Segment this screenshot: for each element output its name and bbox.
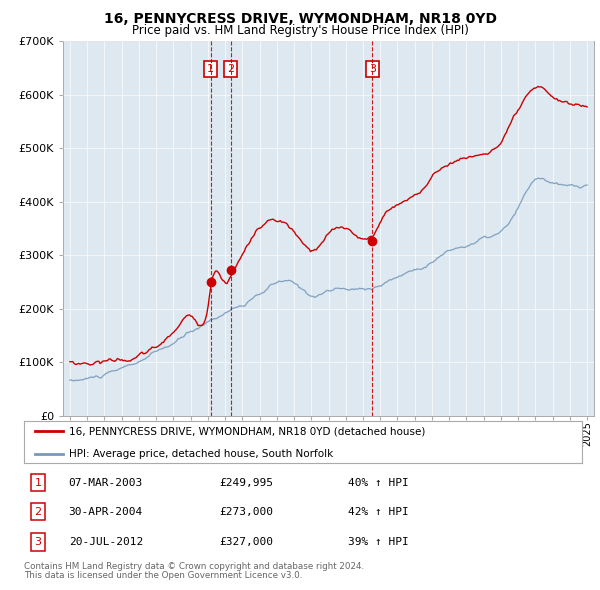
Text: 1: 1: [34, 477, 41, 487]
Text: 2: 2: [227, 64, 235, 74]
Text: This data is licensed under the Open Government Licence v3.0.: This data is licensed under the Open Gov…: [24, 571, 302, 579]
Text: 2: 2: [34, 507, 41, 517]
Text: 07-MAR-2003: 07-MAR-2003: [68, 477, 143, 487]
Text: 16, PENNYCRESS DRIVE, WYMONDHAM, NR18 0YD: 16, PENNYCRESS DRIVE, WYMONDHAM, NR18 0Y…: [104, 12, 497, 26]
Text: £327,000: £327,000: [220, 537, 273, 547]
Text: 20-JUL-2012: 20-JUL-2012: [68, 537, 143, 547]
Text: HPI: Average price, detached house, South Norfolk: HPI: Average price, detached house, Sout…: [68, 449, 333, 459]
Text: 30-APR-2004: 30-APR-2004: [68, 507, 143, 517]
Text: Contains HM Land Registry data © Crown copyright and database right 2024.: Contains HM Land Registry data © Crown c…: [24, 562, 364, 571]
Text: £273,000: £273,000: [220, 507, 273, 517]
Text: 1: 1: [207, 64, 214, 74]
Text: 3: 3: [34, 537, 41, 547]
Text: 3: 3: [369, 64, 376, 74]
Text: Price paid vs. HM Land Registry's House Price Index (HPI): Price paid vs. HM Land Registry's House …: [131, 24, 469, 37]
Text: 16, PENNYCRESS DRIVE, WYMONDHAM, NR18 0YD (detached house): 16, PENNYCRESS DRIVE, WYMONDHAM, NR18 0Y…: [68, 427, 425, 436]
Text: 42% ↑ HPI: 42% ↑ HPI: [347, 507, 409, 517]
Text: 39% ↑ HPI: 39% ↑ HPI: [347, 537, 409, 547]
Text: 40% ↑ HPI: 40% ↑ HPI: [347, 477, 409, 487]
Text: £249,995: £249,995: [220, 477, 273, 487]
